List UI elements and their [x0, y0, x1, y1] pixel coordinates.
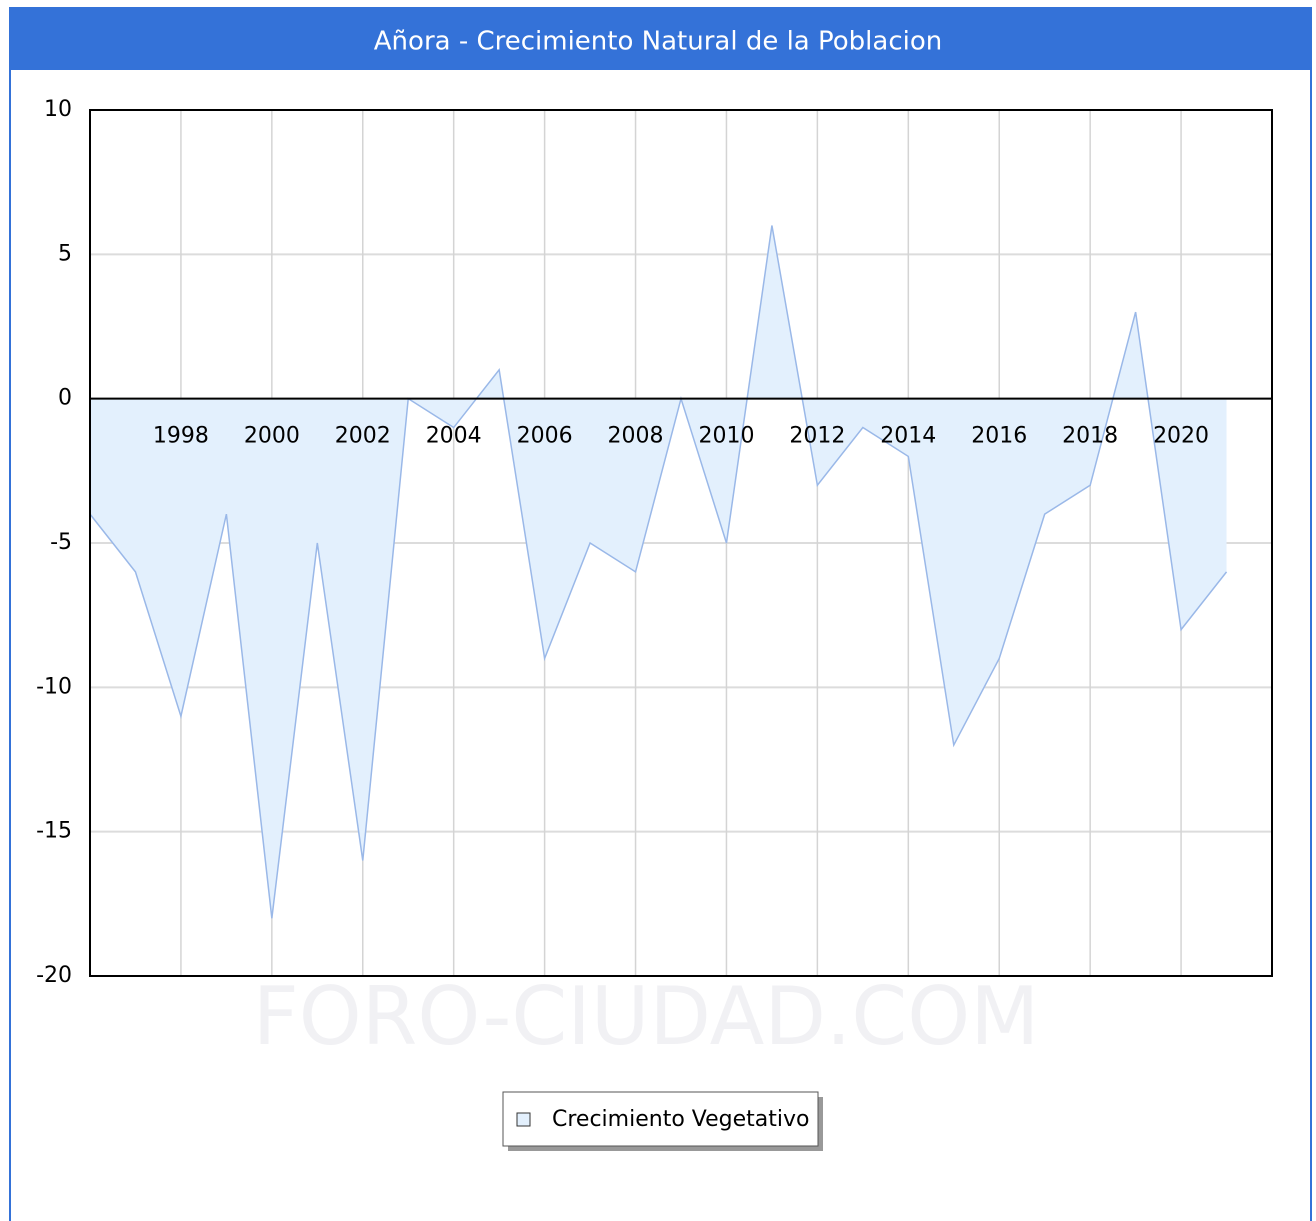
- y-tick-label: 5: [58, 241, 72, 266]
- watermark: FORO-CIUDAD.COM: [253, 970, 1039, 1063]
- title-bar: [10, 8, 1311, 70]
- legend: [502, 1091, 819, 1147]
- x-tick-label: 2018: [1062, 424, 1118, 449]
- chart-title: Añora - Crecimiento Natural de la Poblac…: [374, 27, 942, 57]
- x-tick-label: 2014: [880, 424, 936, 449]
- x-tick-label: 1998: [153, 424, 209, 449]
- x-tick-label: 2000: [244, 424, 300, 449]
- y-tick-label: 10: [44, 97, 72, 122]
- y-tick-label: -5: [50, 530, 72, 555]
- x-tick-label: 2008: [608, 424, 664, 449]
- x-tick-label: 2006: [517, 424, 573, 449]
- plot-border: [89, 109, 1273, 977]
- y-tick-label: -20: [36, 963, 72, 988]
- x-tick-label: 2004: [426, 424, 482, 449]
- x-tick-label: 2012: [789, 424, 845, 449]
- x-tick-label: 2016: [971, 424, 1027, 449]
- x-tick-label: 2002: [335, 424, 391, 449]
- y-tick-label: -10: [36, 674, 72, 699]
- y-tick-label: 0: [58, 386, 72, 411]
- y-tick-label: -15: [36, 819, 72, 844]
- legend-swatch: [516, 1112, 531, 1127]
- x-tick-label: 2010: [698, 424, 754, 449]
- legend-label: Crecimiento Vegetativo: [552, 1107, 809, 1132]
- x-tick-label: 2020: [1153, 424, 1209, 449]
- line: [89, 225, 1228, 919]
